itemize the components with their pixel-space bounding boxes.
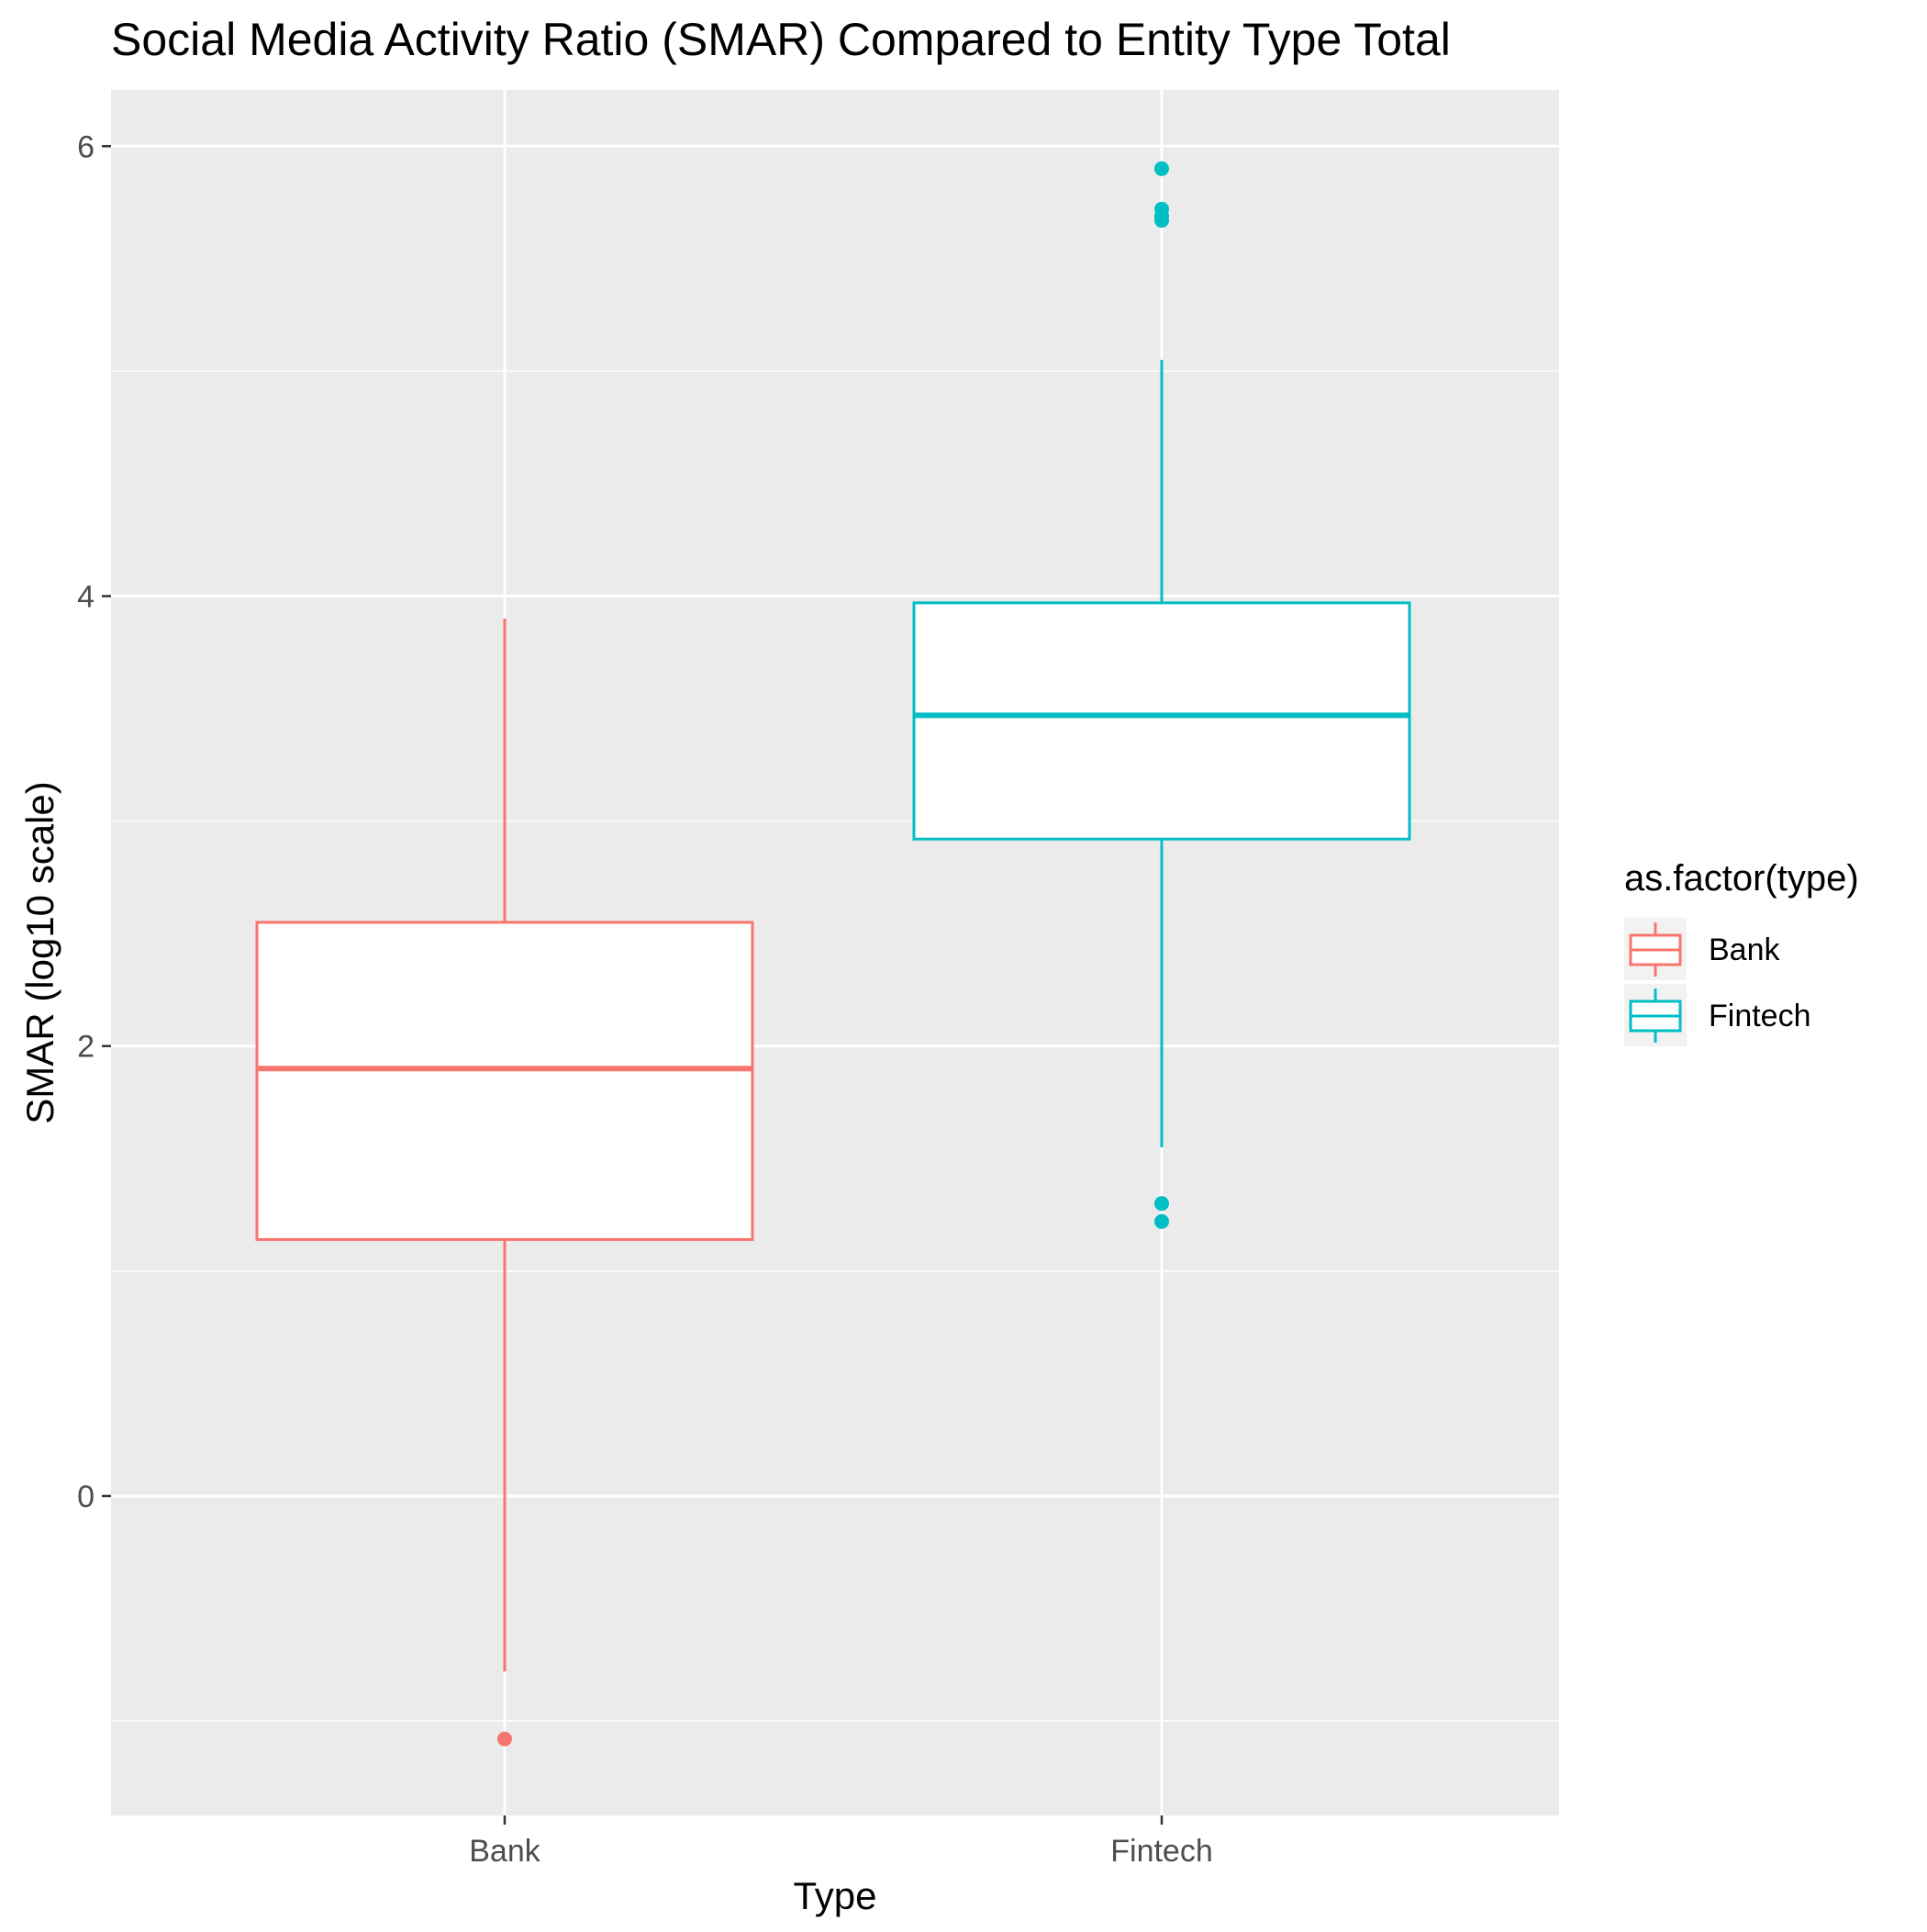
box-iqr [912,601,1411,841]
outlier-point [1154,1196,1169,1212]
legend-label: Fintech [1709,999,1811,1033]
legend-item-bank: Bank [1624,918,1780,980]
x-tick-label: Fintech [1110,1834,1213,1869]
legend: as.factor(type) Bank Fintech [1624,858,1859,1046]
y-axis-title: SMAR (log10 scale) [18,781,61,1123]
box-series [255,161,1411,1747]
y-tick-label: 2 [77,1030,95,1065]
legend-title: as.factor(type) [1624,858,1859,899]
x-tick-label: Bank [469,1834,540,1869]
box-fintech [912,161,1411,1229]
y-tick-label: 0 [77,1480,95,1514]
outlier-point [1154,1213,1169,1229]
x-axis-title: Type [793,1874,876,1917]
axes: 0 2 4 6 Bank Fintech [77,129,1213,1869]
outlier-point [1154,213,1169,229]
legend-label: Bank [1709,932,1780,967]
legend-item-fintech: Fintech [1624,984,1811,1046]
outlier-point [1154,161,1169,176]
outlier-point [497,1731,512,1747]
box-iqr [255,921,754,1242]
chart-title: Social Media Activity Ratio (SMAR) Compa… [111,14,1451,65]
y-tick-label: 6 [77,129,95,164]
legend-keys: Bank Fintech [1624,918,1811,1046]
box-bank [255,619,754,1747]
y-tick-label: 4 [77,579,95,614]
